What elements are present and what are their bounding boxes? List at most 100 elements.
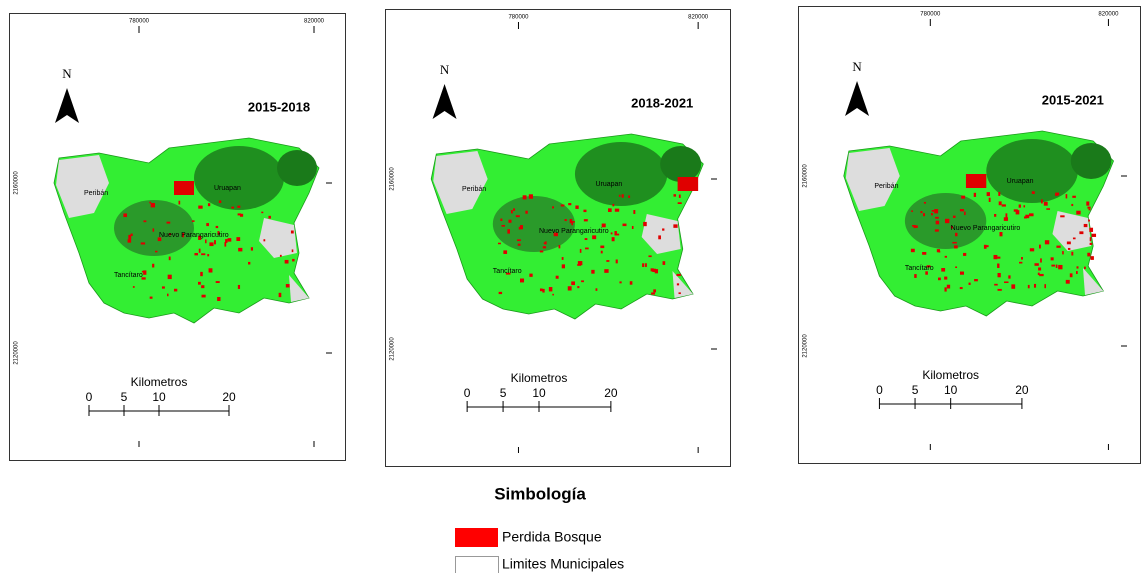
loss-patch [1070,273,1073,277]
loss-patch [600,246,604,249]
loss-patch [960,287,963,289]
place-label: Nuevo Parangaricutiro [159,232,229,239]
loss-patch [652,269,656,272]
loss-patch [651,292,655,294]
scale-label: 0 [876,383,883,397]
loss-patch [1044,284,1046,288]
loss-patch [611,232,613,234]
loss-patch [143,270,146,274]
loss-patch [571,281,575,285]
loss-patch [503,250,507,254]
loss-patch [216,226,219,228]
loss-patch [162,286,165,288]
loss-patch [1011,284,1015,288]
loss-patch [1071,252,1073,256]
loss-patch [953,216,956,218]
loss-patch [606,260,609,262]
loss-patch [263,239,265,241]
loss-patch [543,246,546,248]
loss-patch [658,235,661,239]
x-coordinate: 820000 [304,19,325,25]
loss-patch [1051,257,1054,260]
loss-patch [581,280,584,282]
loss-patch [935,217,939,219]
loss-patch [568,203,571,205]
dense-forest [114,200,194,256]
loss-patch [516,215,520,217]
loss-patch [998,289,1002,291]
loss-patch [596,288,598,291]
x-coordinate: 780000 [508,15,529,21]
scale-label: 5 [121,390,128,404]
loss-patch [169,257,171,261]
loss-patch [911,210,913,212]
loss-patch [1038,267,1041,270]
loss-patch [216,281,220,283]
loss-patch [1056,246,1060,248]
loss-patch [1028,285,1030,288]
place-label: Uruapan [1007,178,1034,185]
loss-patch [923,213,925,216]
loss-patch [517,239,521,241]
loss-patch [1030,248,1034,251]
loss-patch [1067,242,1071,245]
loss-patch [174,181,194,195]
north-label: N [62,66,72,81]
loss-patch [540,251,543,253]
loss-patch [285,260,289,264]
loss-patch [141,242,145,244]
loss-patch [261,212,263,214]
loss-patch [955,266,957,268]
legend-title: Simbología [494,484,586,503]
loss-patch [1019,204,1021,207]
loss-patch [1039,274,1043,276]
loss-patch [673,224,677,227]
loss-patch [1004,217,1008,221]
scale-title: Kilometros [131,375,188,389]
loss-patch [623,224,627,227]
loss-patch [206,223,209,226]
loss-patch [1055,193,1059,196]
loss-patch [997,264,999,268]
scale-title: Kilometros [511,371,568,385]
loss-patch [984,245,987,249]
loss-patch [997,257,1000,259]
place-label: Tancítaro [114,272,143,279]
loss-patch [561,204,565,206]
period-title: 2015-2021 [1042,92,1104,107]
loss-patch [615,209,619,212]
loss-patch [209,268,213,272]
loss-patch [552,294,554,296]
loss-patch [619,281,621,283]
dense-forest [194,146,284,210]
loss-patch [207,254,209,256]
loss-patch [969,283,971,285]
dense-forest [277,150,317,186]
loss-patch [179,201,181,205]
loss-patch [529,194,533,198]
loss-patch [663,261,666,265]
loss-patch [994,284,998,286]
scale-label: 5 [912,383,919,397]
loss-patch [947,285,950,289]
scale-label: 0 [86,390,93,404]
dense-forest [493,196,575,252]
loss-patch [580,249,582,253]
loss-patch [938,278,941,281]
place-label: Peribán [874,183,898,190]
loss-patch [237,206,240,208]
loss-patch [1056,265,1058,268]
loss-patch [542,289,544,293]
loss-patch [945,256,947,258]
loss-patch [944,277,947,280]
loss-patch [150,297,153,299]
y-coordinate: 2120000 [803,334,809,358]
loss-patch [236,237,240,241]
loss-patch [279,293,282,297]
loss-patch [633,210,635,214]
loss-patch [966,174,986,188]
loss-patch [601,251,603,254]
loss-patch [645,263,647,267]
loss-patch [678,177,699,191]
loss-patch [208,203,210,206]
